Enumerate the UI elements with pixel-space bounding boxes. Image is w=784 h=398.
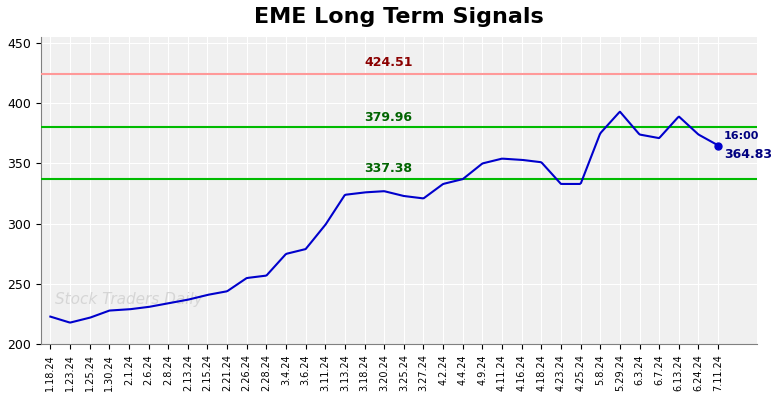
Title: EME Long Term Signals: EME Long Term Signals xyxy=(254,7,544,27)
Text: Stock Traders Daily: Stock Traders Daily xyxy=(55,293,202,307)
Text: 424.51: 424.51 xyxy=(365,56,413,69)
Text: 337.38: 337.38 xyxy=(365,162,412,175)
Text: 364.83: 364.83 xyxy=(724,148,772,161)
Text: 16:00: 16:00 xyxy=(724,131,760,141)
Text: 379.96: 379.96 xyxy=(365,111,412,124)
